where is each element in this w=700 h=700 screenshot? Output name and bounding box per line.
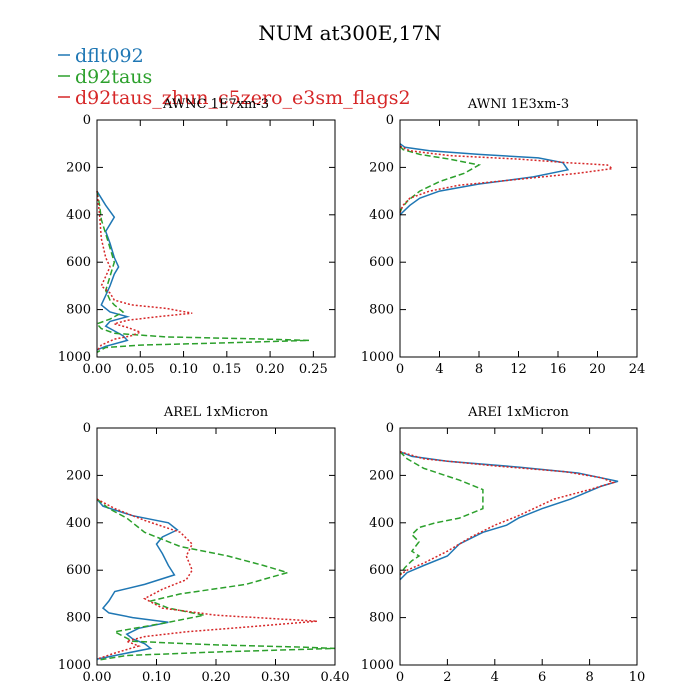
panel-awnc: AWNC 1E7xm-3 0.00 0.05 0.10 0.15 0.20 0.25 0 200…: [58, 97, 336, 377]
plot-frame: [399, 427, 638, 666]
x-tick-label: 0.00: [83, 362, 112, 377]
x-tick-label: 0.20: [256, 362, 285, 377]
panel-arel: AREL 1xMicron 0.00 0.10 0.20 0.30 0.40 0 200 400…: [58, 405, 350, 685]
y-tick-label: 600: [66, 255, 91, 270]
y-tick-label: 600: [66, 563, 91, 578]
legend-item-dflt092: dflt092: [58, 45, 144, 67]
x-tick-label: 0: [396, 670, 404, 685]
y-tick-label: 800: [66, 303, 91, 318]
x-tick-label: 2: [443, 670, 451, 685]
y-tick-label: 400: [66, 208, 91, 223]
y-tick-label: 200: [369, 468, 394, 483]
y-tick-label: 400: [369, 208, 394, 223]
figure-title: NUM at300E,17N: [258, 21, 441, 45]
y-tick-label: 1000: [361, 350, 394, 365]
y-tick-label: 800: [369, 611, 394, 626]
x-tick-label: 0.15: [212, 362, 241, 377]
y-tick-label: 0: [83, 421, 91, 436]
x-tick-label: 8: [585, 670, 593, 685]
series-line-d92taus: [96, 498, 336, 662]
x-tick-label: 0.40: [321, 670, 350, 685]
y-tick-label: 400: [66, 516, 91, 531]
x-tick-label: 12: [510, 362, 527, 377]
series-line-dflt092: [399, 451, 619, 581]
panel-title: AWNI 1E3xm-3: [467, 97, 569, 112]
plot-frame: [96, 119, 336, 358]
y-tick-label: 800: [66, 611, 91, 626]
legend: dflt092 d92taus d92taus_zhun_c5zero_e3sm…: [58, 45, 411, 109]
y-tick-label: 600: [369, 255, 394, 270]
x-tick-label: 0.10: [142, 670, 171, 685]
y-tick-label: 200: [369, 160, 394, 175]
x-tick-label: 0: [396, 362, 404, 377]
series-line-d92taus_zhun_c5zero_e3sm_flags2: [399, 450, 616, 576]
y-tick-label: 0: [386, 421, 394, 436]
x-tick-label: 0.05: [126, 362, 155, 377]
y-tick-label: 200: [66, 468, 91, 483]
y-tick-label: 400: [369, 516, 394, 531]
y-tick-label: 1000: [361, 658, 394, 673]
x-tick-label: 4: [491, 670, 499, 685]
x-tick-label: 0.30: [261, 670, 290, 685]
panel-arei: AREI 1xMicron 0 2 4 6 8 10 0 200 400 600 800 1000: [361, 405, 645, 685]
x-tick-label: 0.25: [299, 362, 328, 377]
y-tick-label: 200: [66, 160, 91, 175]
panel-title: AWNC 1E7xm-3: [162, 97, 269, 112]
y-tick-label: 600: [369, 563, 394, 578]
x-tick-label: 0.10: [169, 362, 198, 377]
y-tick-label: 1000: [58, 350, 91, 365]
x-tick-label: 10: [629, 670, 646, 685]
x-tick-label: 6: [538, 670, 546, 685]
x-tick-label: 0.00: [83, 670, 112, 685]
series-line-d92taus_zhun_c5zero_e3sm_flags2: [399, 145, 615, 213]
y-tick-label: 800: [369, 303, 394, 318]
x-tick-label: 24: [629, 362, 646, 377]
series-line-dflt092: [399, 143, 570, 216]
series-line-d92taus_zhun_c5zero_e3sm_flags2: [96, 191, 193, 352]
legend-label-flags2: d92taus_zhun_c5zero_e3sm_flags2: [75, 87, 411, 109]
series-line-d92taus: [399, 451, 484, 576]
plot-frame: [399, 119, 638, 358]
y-tick-label: 1000: [58, 658, 91, 673]
x-tick-label: 20: [589, 362, 606, 377]
series-line-d92taus: [399, 145, 482, 213]
legend-label-d92taus: d92taus: [75, 66, 152, 88]
legend-item-d92taus: d92taus: [58, 66, 152, 88]
y-tick-label: 0: [83, 113, 91, 128]
x-tick-label: 4: [435, 362, 443, 377]
y-tick-label: 0: [386, 113, 394, 128]
panel-title: AREL 1xMicron: [163, 405, 269, 420]
legend-item-flags2: d92taus_zhun_c5zero_e3sm_flags2: [58, 87, 411, 109]
series-line-d92taus: [95, 190, 310, 353]
x-tick-label: 0.20: [202, 670, 231, 685]
legend-label-dflt092: dflt092: [75, 45, 144, 67]
panel-title: AREI 1xMicron: [467, 405, 569, 420]
panel-awni: AWNI 1E3xm-3 0 4 8 12 16 20 24 0 200 400 600 800 1000: [361, 97, 645, 377]
series-line-dflt092: [96, 498, 179, 660]
x-tick-label: 8: [475, 362, 483, 377]
x-tick-label: 16: [550, 362, 567, 377]
series-line-d92taus_zhun_c5zero_e3sm_flags2: [96, 498, 318, 660]
